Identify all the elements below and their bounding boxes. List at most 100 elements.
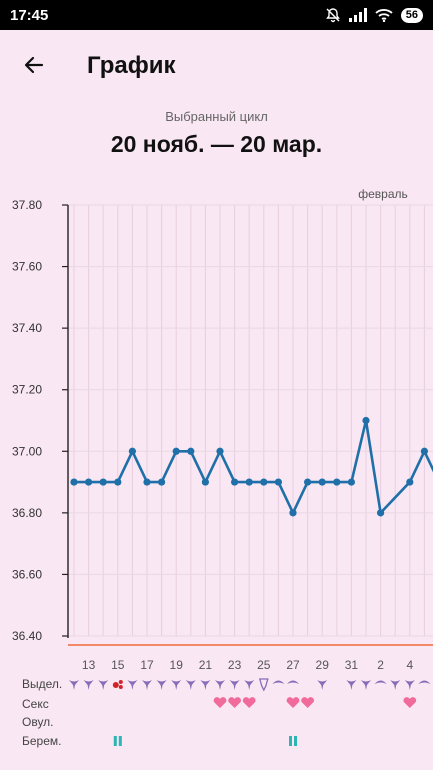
- discharge-row-label: Выдел.: [22, 677, 63, 691]
- status-time: 17:45: [10, 6, 49, 24]
- wifi-icon: [375, 9, 393, 22]
- x-tick-label: 2: [377, 658, 384, 672]
- x-tick-label: 15: [111, 658, 125, 672]
- x-tick-label: 25: [257, 658, 271, 672]
- discharge-icon: [418, 680, 431, 684]
- discharge-icon: [390, 680, 401, 690]
- data-point: [347, 478, 355, 486]
- data-point: [158, 478, 166, 486]
- heart-icon: [228, 697, 241, 708]
- data-point: [187, 447, 195, 455]
- chart-svg: 37.80 37.60 37.40 37.20 37.00 36.80 36.60 36.40…: [12, 187, 433, 746]
- discharge-icon: [374, 680, 387, 684]
- data-point: [231, 478, 239, 486]
- data-point: [245, 478, 253, 486]
- data-point: [377, 509, 385, 517]
- data-point: [128, 447, 136, 455]
- x-tick-label: 27: [286, 658, 300, 672]
- data-point: [420, 447, 428, 455]
- y-tick-label: 36.40: [12, 629, 42, 643]
- discharge-icon: [171, 680, 182, 690]
- pregnancy-icon: [289, 736, 292, 746]
- battery-icon: 56: [400, 7, 423, 23]
- discharge-icon: [404, 680, 415, 690]
- discharge-icon: [244, 680, 255, 690]
- x-tick-label: 21: [199, 658, 213, 672]
- data-point: [260, 478, 268, 486]
- cycle-range[interactable]: 20 нояб. — 20 мар.: [110, 131, 323, 157]
- discharge-icon: [69, 680, 79, 690]
- discharge-icon: [127, 680, 138, 690]
- data-point: [304, 478, 312, 486]
- discharge-icon: [287, 680, 299, 684]
- data-point: [70, 478, 78, 486]
- cycle-label: Выбранный цикл: [165, 109, 268, 124]
- pregnancy-icon: [118, 736, 122, 746]
- x-tick-label: 19: [170, 658, 184, 672]
- mute-icon: [325, 8, 340, 23]
- x-tick-label: 13: [82, 658, 96, 672]
- pregnancy-icon: [294, 736, 297, 746]
- blood-icon: [118, 685, 123, 689]
- x-tick-label: 23: [228, 658, 242, 672]
- data-point: [85, 478, 93, 486]
- discharge-icon: [361, 680, 371, 690]
- status-bar: 17:45 56: [0, 0, 433, 30]
- discharge-icon: [142, 680, 152, 690]
- discharge-icon: [215, 680, 225, 690]
- discharge-icon: [272, 680, 285, 684]
- temperature-chart[interactable]: 37.80 37.60 37.40 37.20 37.00 36.80 36.60 36.40…: [0, 180, 433, 770]
- discharge-icon: [317, 680, 328, 690]
- discharge-icon: [346, 680, 357, 690]
- heart-icon: [301, 697, 314, 708]
- y-tick-label: 37.60: [12, 260, 42, 274]
- discharge-icon: [258, 678, 269, 692]
- heart-icon: [213, 697, 227, 708]
- heart-icon: [403, 697, 417, 708]
- y-tick-label: 36.80: [12, 506, 42, 520]
- series-line: [74, 419, 433, 515]
- data-point: [406, 478, 414, 486]
- y-tick-label: 37.80: [12, 198, 42, 212]
- ovulation-row-label: Овул.: [22, 715, 54, 729]
- y-tick-label: 37.00: [12, 444, 42, 458]
- data-point: [99, 478, 107, 486]
- x-tick-label: 29: [316, 658, 330, 672]
- data-point: [274, 478, 282, 486]
- sex-row-label: Секс: [22, 697, 49, 711]
- app-bar: График: [0, 30, 433, 100]
- data-point: [114, 478, 122, 486]
- data-point: [216, 447, 224, 455]
- y-tick-label: 37.20: [12, 383, 42, 397]
- month-label: февраль: [358, 187, 408, 201]
- discharge-icon: [200, 680, 211, 690]
- data-point: [318, 478, 326, 486]
- data-point: [333, 478, 341, 486]
- data-point: [172, 447, 180, 455]
- page-title: График: [87, 52, 176, 79]
- discharge-icon: [185, 680, 196, 690]
- blood-icon: [112, 682, 119, 688]
- data-point: [362, 416, 370, 425]
- data-point: [201, 478, 209, 486]
- x-tick-label: 31: [345, 658, 359, 672]
- discharge-icon: [156, 680, 167, 690]
- signal-icon: [348, 8, 367, 22]
- x-tick-label: 4: [406, 658, 413, 672]
- data-point: [289, 509, 297, 517]
- heart-icon: [242, 697, 256, 708]
- data-point: [143, 478, 151, 486]
- blood-icon: [118, 680, 123, 684]
- discharge-icon: [98, 680, 109, 690]
- y-tick-label: 36.60: [12, 567, 42, 581]
- pregnancy-row-label: Берем.: [22, 734, 62, 748]
- heart-icon: [286, 697, 300, 708]
- back-button[interactable]: [14, 48, 54, 82]
- discharge-icon: [83, 680, 94, 690]
- status-icons: 56: [325, 7, 423, 23]
- pregnancy-icon: [113, 736, 117, 746]
- y-tick-label: 37.40: [12, 321, 42, 335]
- arrow-left-icon: [24, 56, 44, 74]
- x-tick-label: 17: [140, 658, 154, 672]
- discharge-icon: [229, 680, 240, 690]
